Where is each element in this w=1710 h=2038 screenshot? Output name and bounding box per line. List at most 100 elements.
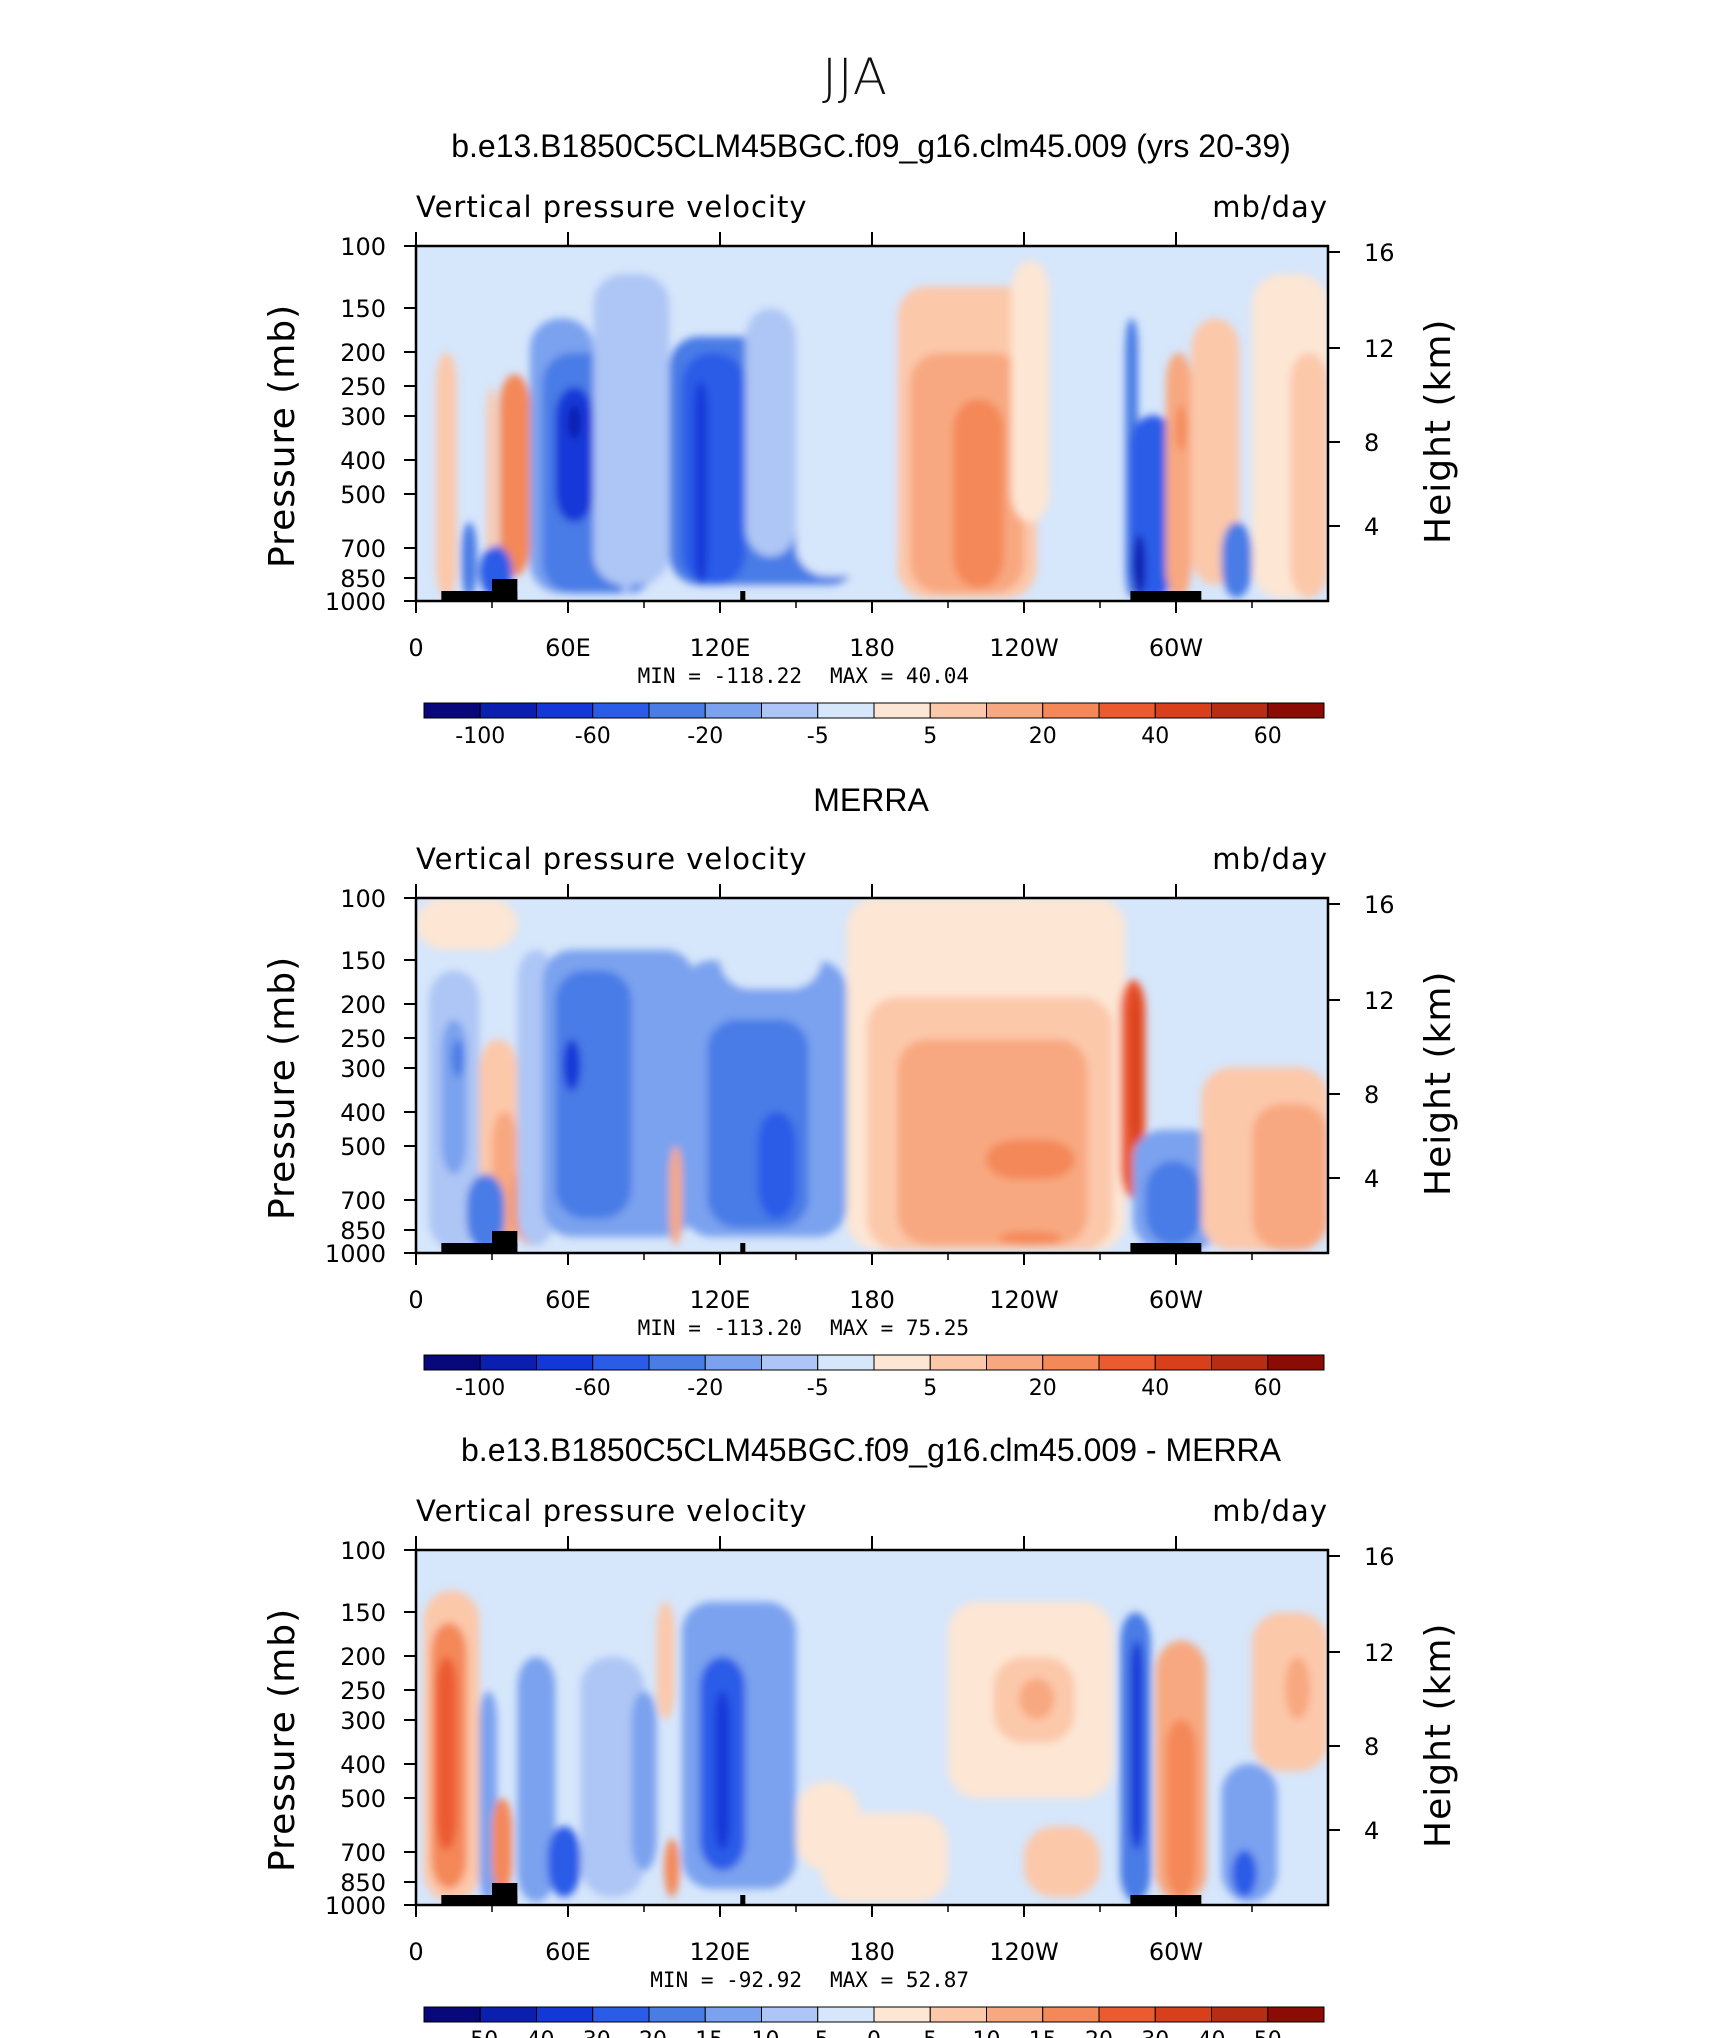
colorbar-box bbox=[1267, 1354, 1325, 1371]
contour-region bbox=[745, 308, 796, 557]
pressure-tick-label: 100 bbox=[340, 233, 386, 261]
variable-label: Vertical pressure velocity bbox=[416, 190, 808, 224]
topography bbox=[1130, 1895, 1202, 1905]
colorbar-label: 30 bbox=[1141, 2028, 1169, 2038]
height-tick-label: 12 bbox=[1364, 335, 1395, 363]
contour-region bbox=[580, 1656, 644, 1898]
topography bbox=[441, 1895, 518, 1905]
contour-region bbox=[461, 522, 477, 598]
colorbar-box bbox=[648, 2006, 706, 2023]
pressure-tick-label: 250 bbox=[340, 373, 386, 401]
colorbar-box bbox=[873, 2006, 931, 2023]
colorbar-box bbox=[1267, 2006, 1325, 2023]
units-label: mb/day bbox=[1212, 842, 1328, 876]
pressure-tick-label: 500 bbox=[340, 481, 386, 509]
colorbar-label: 15 bbox=[1029, 2028, 1057, 2038]
colorbar: -100 -60 -20 -5 5 20 40 60 bbox=[423, 702, 1325, 749]
topography-peak bbox=[492, 1883, 518, 1905]
colorbar-label: -20 bbox=[687, 724, 723, 749]
pressure-tick-label: 150 bbox=[340, 295, 386, 323]
colorbar-label: 20 bbox=[1029, 1376, 1057, 1401]
contour-region bbox=[714, 1691, 731, 1851]
contour-region bbox=[1130, 988, 1141, 1147]
pressure-tick-label: 1000 bbox=[325, 1892, 386, 1920]
pressure-tick-label: 250 bbox=[340, 1677, 386, 1705]
pressure-tick-label: 300 bbox=[340, 1707, 386, 1735]
height-tick-label: 8 bbox=[1364, 1733, 1379, 1761]
colorbar-label: -10 bbox=[744, 2028, 780, 2038]
colorbar-box bbox=[423, 2006, 481, 2023]
lon-tick-label: 60E bbox=[545, 634, 591, 662]
topography-peak bbox=[492, 1231, 518, 1253]
contour-region bbox=[953, 399, 1004, 589]
contour-region bbox=[758, 1111, 796, 1219]
contour-fill bbox=[423, 1590, 1328, 1902]
colorbar-label: -50 bbox=[462, 2028, 498, 2038]
pressure-tick-label: 1000 bbox=[325, 1240, 386, 1268]
colorbar-label: -40 bbox=[519, 2028, 555, 2038]
pressure-tick-label: 300 bbox=[340, 403, 386, 431]
contour-region bbox=[555, 970, 632, 1219]
contour-region bbox=[669, 1146, 682, 1246]
contour-region bbox=[720, 898, 822, 989]
contour-region bbox=[1132, 534, 1146, 598]
variable-label: Vertical pressure velocity bbox=[416, 1494, 808, 1528]
contour-region bbox=[1191, 318, 1240, 585]
contour-region bbox=[486, 387, 498, 585]
contour-region bbox=[618, 336, 634, 594]
topography bbox=[441, 1243, 518, 1253]
pressure-tick-label: 100 bbox=[340, 885, 386, 913]
contour-fill bbox=[416, 898, 1328, 1250]
colorbar-box bbox=[1267, 702, 1325, 719]
contour-region bbox=[568, 404, 581, 440]
colorbar-box bbox=[1098, 2006, 1156, 2023]
colorbar-label: 5 bbox=[923, 724, 937, 749]
max-label: MAX = 75.25 bbox=[830, 1316, 969, 1340]
colorbar: -50-40-30-20-15-10-505101520304050 bbox=[423, 2006, 1325, 2038]
height-tick-label: 12 bbox=[1364, 987, 1395, 1015]
contour-region bbox=[555, 387, 594, 523]
contour-region bbox=[547, 1826, 581, 1898]
colorbar: -100 -60 -20 -5 5 20 40 60 bbox=[423, 1354, 1325, 1401]
contour-region bbox=[1176, 926, 1328, 1046]
contour-region bbox=[897, 1039, 1088, 1246]
contour-region bbox=[492, 1798, 513, 1893]
min-label: MIN = -118.22 bbox=[638, 664, 802, 688]
variable-label: Vertical pressure velocity bbox=[416, 842, 808, 876]
height-tick-label: 4 bbox=[1364, 1165, 1379, 1193]
pressure-tick-label: 850 bbox=[340, 1217, 386, 1245]
colorbar-box bbox=[1154, 2006, 1212, 2023]
colorbar-label: -100 bbox=[455, 724, 505, 749]
contour-region bbox=[499, 374, 530, 576]
topography bbox=[740, 591, 746, 601]
contour-region bbox=[1130, 1640, 1144, 1851]
colorbar-box bbox=[704, 2006, 762, 2023]
lon-tick-label: 120E bbox=[690, 1938, 751, 1966]
colorbar-label: 0 bbox=[867, 2028, 881, 2038]
height-tick-label: 16 bbox=[1364, 239, 1395, 267]
colorbar-label: 5 bbox=[923, 1376, 937, 1401]
contour-region bbox=[436, 352, 457, 598]
lon-tick-label: 180 bbox=[849, 634, 895, 662]
colorbar-label: 40 bbox=[1198, 2028, 1226, 2038]
contour-region bbox=[1018, 1678, 1055, 1720]
contour-region bbox=[562, 1039, 581, 1092]
colorbar-label: -20 bbox=[631, 2028, 667, 2038]
contour-region bbox=[631, 1691, 657, 1871]
lon-tick-label: 120E bbox=[690, 1286, 751, 1314]
max-label: MAX = 40.04 bbox=[830, 664, 969, 688]
lon-tick-label: 0 bbox=[408, 634, 423, 662]
height-tick-label: 4 bbox=[1364, 1817, 1379, 1845]
contour-region bbox=[796, 286, 898, 576]
contour-region bbox=[694, 380, 708, 585]
contour-region bbox=[998, 1231, 1062, 1246]
colorbar-box bbox=[986, 2006, 1044, 2023]
pressure-tick-label: 200 bbox=[340, 991, 386, 1019]
contour-region bbox=[821, 1812, 948, 1902]
contour-region bbox=[466, 1174, 505, 1250]
contour-region bbox=[436, 1656, 457, 1851]
contour-region bbox=[656, 1601, 675, 1720]
